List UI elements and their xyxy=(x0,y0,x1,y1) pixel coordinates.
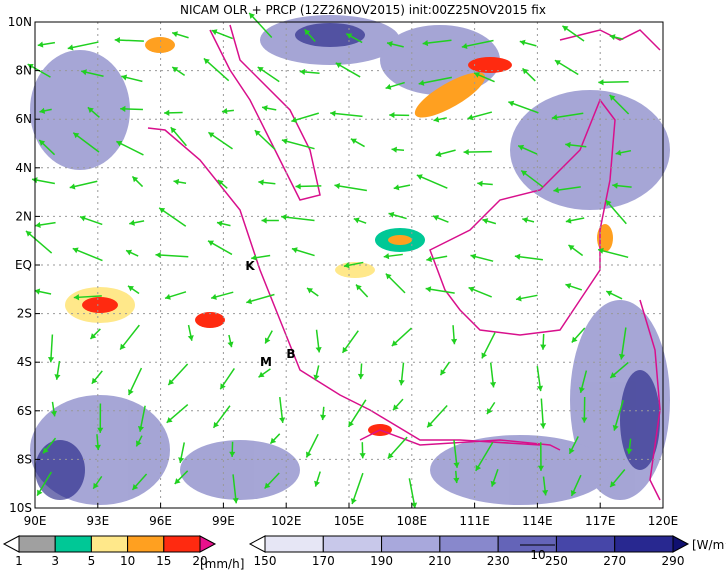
legend-box xyxy=(498,536,556,552)
legend-label: 5 xyxy=(88,554,96,568)
title: NICAM OLR + PRCP (12Z26NOV2015) init:00Z… xyxy=(180,3,546,17)
legend-label: 15 xyxy=(156,554,171,568)
lon-label: 93E xyxy=(86,514,109,528)
station-label: K xyxy=(245,259,255,273)
legend-arrow xyxy=(200,536,215,552)
legend-unit: [W/m^2] xyxy=(692,538,726,552)
legend-label: 1 xyxy=(15,554,23,568)
lon-label: 96E xyxy=(149,514,172,528)
lat-label: 4S xyxy=(17,355,32,369)
legend-box xyxy=(615,536,673,552)
lon-label: 117E xyxy=(585,514,616,528)
lon-label: 99E xyxy=(212,514,235,528)
lat-label: EQ xyxy=(15,258,32,272)
legend-label: 230 xyxy=(487,554,510,568)
vector-key-label: 10 xyxy=(530,548,545,562)
legend-arrow xyxy=(250,536,265,552)
station-label: B xyxy=(286,347,295,361)
lon-label: 102E xyxy=(271,514,302,528)
legend-box xyxy=(440,536,498,552)
legend-label: 210 xyxy=(428,554,451,568)
legend-arrow xyxy=(673,536,688,552)
lat-label: 6S xyxy=(17,404,32,418)
lon-label: 120E xyxy=(648,514,679,528)
lat-label: 6N xyxy=(15,112,32,126)
legend-label: 250 xyxy=(545,554,568,568)
legend-box xyxy=(556,536,614,552)
lon-label: 108E xyxy=(397,514,428,528)
legend-box xyxy=(128,536,164,552)
legend-arrow xyxy=(4,536,19,552)
lat-label: 10S xyxy=(9,501,32,515)
lon-label: 114E xyxy=(522,514,553,528)
legend-box xyxy=(265,536,323,552)
legend-label: 270 xyxy=(603,554,626,568)
station-label: M xyxy=(260,355,272,369)
lat-label: 8N xyxy=(15,64,32,78)
legend-box xyxy=(55,536,91,552)
lat-label: 8S xyxy=(17,452,32,466)
lat-label: 2S xyxy=(17,307,32,321)
lat-label: 10N xyxy=(8,15,32,29)
legend-box xyxy=(164,536,200,552)
legend-label: 290 xyxy=(662,554,685,568)
legend-box xyxy=(382,536,440,552)
legend-label: 170 xyxy=(312,554,335,568)
legend-box xyxy=(323,536,381,552)
legend-label: 190 xyxy=(370,554,393,568)
map: K MB xyxy=(26,13,670,508)
lat-label: 2N xyxy=(15,209,32,223)
legend-box xyxy=(91,536,127,552)
legend-unit: [mm/h] xyxy=(200,557,244,571)
legend-box xyxy=(19,536,55,552)
lon-label: 105E xyxy=(334,514,365,528)
legend-label: 10 xyxy=(120,554,135,568)
legend-label: 150 xyxy=(254,554,277,568)
lon-label: 90E xyxy=(24,514,47,528)
lat-label: 4N xyxy=(15,161,32,175)
legend-label: 3 xyxy=(51,554,59,568)
lon-label: 111E xyxy=(459,514,490,528)
